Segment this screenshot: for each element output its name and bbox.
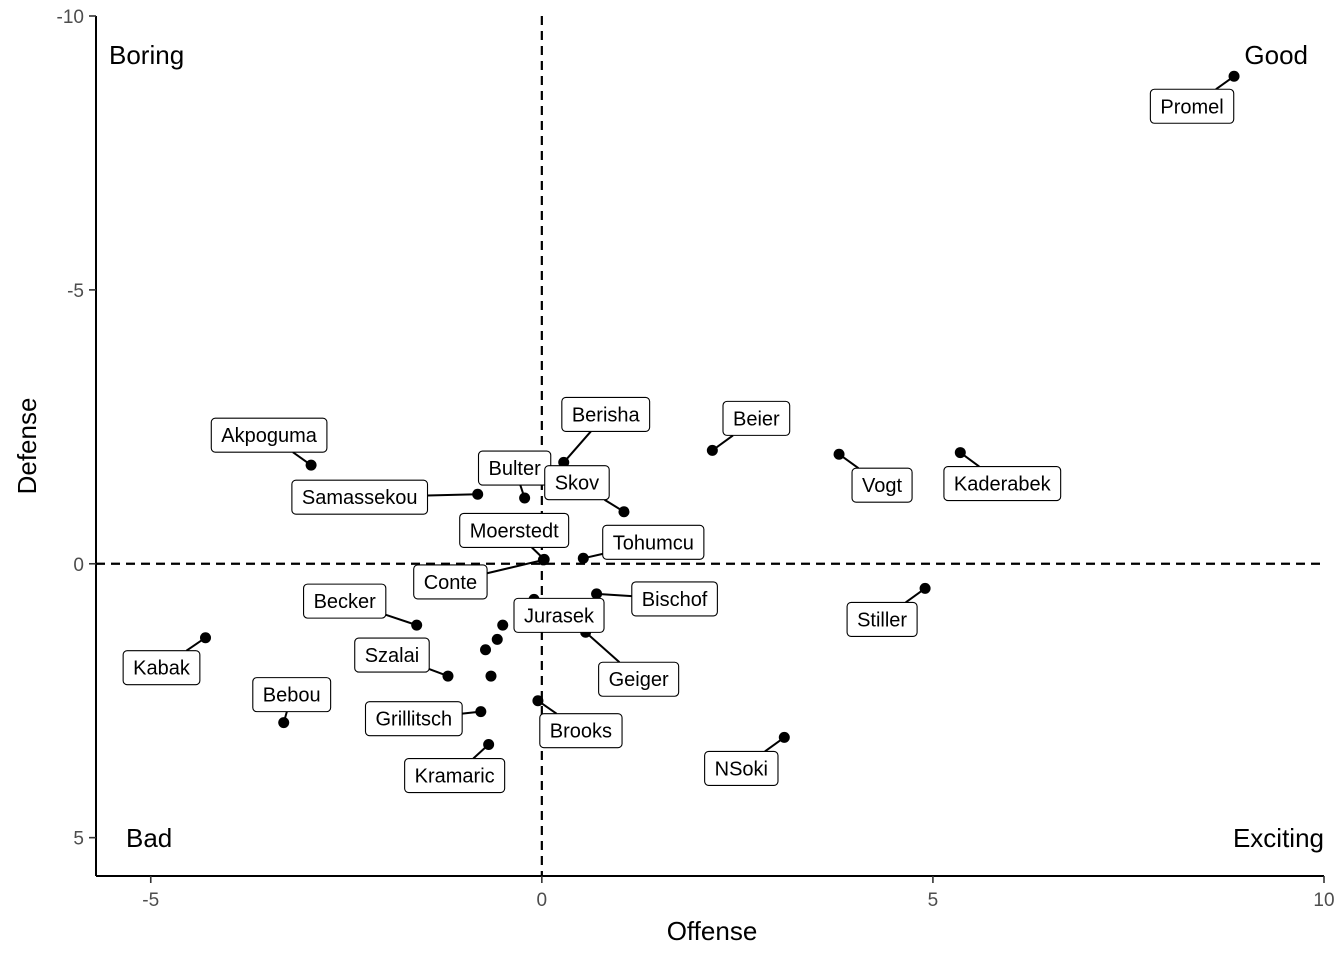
data-point (411, 620, 422, 631)
point-label-text: Akpoguma (221, 425, 317, 447)
scatter-chart: -5 0 5 10 -10 -5 0 5 Promel Akpoguma Samassekou Bu… (0, 0, 1344, 960)
point-label-text: Geiger (609, 669, 669, 691)
point-label: Kaderabek (944, 467, 1061, 501)
point-label-text: Conte (424, 572, 477, 594)
point-label: Bebou (253, 678, 331, 712)
point-label: Stiller (847, 602, 917, 636)
y-tick-label: 5 (73, 829, 84, 850)
data-point (492, 634, 503, 645)
data-point (834, 449, 845, 460)
point-label-text: Brooks (550, 721, 612, 743)
label-connectors-layer (186, 76, 1234, 758)
point-label-text: Moerstedt (470, 520, 559, 542)
data-point (442, 671, 453, 682)
point-label: Bulter (479, 451, 551, 485)
point-label: Akpoguma (211, 418, 327, 452)
point-label: Kabak (123, 651, 200, 685)
label-connector (586, 632, 620, 662)
data-point (306, 460, 317, 471)
point-label: Becker (304, 584, 386, 618)
x-tick-label: 0 (537, 890, 548, 911)
point-label: Brooks (540, 714, 622, 748)
label-connector (428, 494, 478, 495)
y-axis-title: Defense (12, 398, 42, 495)
data-point (618, 506, 629, 517)
y-tick-label: -5 (67, 281, 84, 302)
quadrant-label: Exciting (1233, 823, 1324, 853)
point-label: Geiger (599, 662, 679, 696)
point-label-text: Jurasek (524, 605, 595, 627)
data-point (483, 739, 494, 750)
quadrant-label: Boring (109, 40, 184, 70)
data-point (955, 447, 966, 458)
data-point (591, 588, 602, 599)
point-label: Conte (414, 565, 487, 599)
data-point (920, 583, 931, 594)
point-label-text: Samassekou (302, 487, 418, 509)
data-point (1229, 71, 1240, 82)
label-connector (487, 560, 543, 573)
data-point (532, 695, 543, 706)
data-point (485, 671, 496, 682)
data-point (200, 632, 211, 643)
point-label-text: Berisha (572, 404, 641, 426)
data-point (475, 706, 486, 717)
point-label: Beier (723, 401, 790, 435)
point-label: Samassekou (292, 480, 428, 514)
quadrant-label: Bad (126, 823, 172, 853)
point-label-text: Bischof (642, 589, 708, 611)
point-label: Bischof (632, 582, 718, 616)
point-label: Szalai (355, 638, 429, 672)
data-point (779, 732, 790, 743)
data-point (480, 644, 491, 655)
x-tick-label: 10 (1313, 890, 1334, 911)
x-tick-label: 5 (928, 890, 939, 911)
point-label-text: Vogt (862, 475, 902, 497)
point-label: NSoki (705, 751, 778, 785)
x-tick-label: -5 (142, 890, 159, 911)
data-point (578, 553, 589, 564)
point-label: Moerstedt (460, 513, 569, 547)
point-label-text: Kramaric (415, 766, 495, 788)
point-label: Kramaric (405, 759, 505, 793)
data-point (519, 493, 530, 504)
point-label-text: Tohumcu (613, 532, 694, 554)
data-point (497, 620, 508, 631)
point-label-text: Stiller (857, 609, 907, 631)
y-tick-label: -10 (57, 7, 84, 28)
point-label: Promel (1150, 89, 1233, 123)
data-point (707, 445, 718, 456)
data-point (278, 717, 289, 728)
point-label-text: Kabak (133, 658, 191, 680)
point-label-text: NSoki (715, 758, 768, 780)
y-tick-label: 0 (73, 555, 84, 576)
point-label-text: Grillitsch (375, 709, 452, 731)
point-label-text: Bulter (489, 458, 542, 480)
point-label: Skov (545, 466, 609, 500)
point-label: Vogt (852, 468, 912, 502)
point-label-text: Bebou (263, 685, 321, 707)
point-label: Tohumcu (603, 525, 704, 559)
point-labels-layer: Promel Akpoguma Samassekou Bulter Berisha Bei… (123, 89, 1234, 792)
point-label-text: Kaderabek (954, 474, 1052, 496)
point-label: Berisha (562, 397, 650, 431)
data-point (472, 489, 483, 500)
point-label: Grillitsch (365, 702, 462, 736)
point-label-text: Beier (733, 408, 780, 430)
x-axis-title: Offense (667, 916, 758, 946)
quadrant-label: Good (1244, 40, 1308, 70)
point-label-text: Becker (314, 591, 377, 613)
point-label: Jurasek (514, 598, 604, 632)
axes-layer: -5 0 5 10 -10 -5 0 5 (57, 7, 1335, 911)
data-point (538, 554, 549, 565)
label-connector (564, 431, 591, 462)
point-label-text: Szalai (365, 645, 419, 667)
point-label-text: Promel (1160, 96, 1223, 118)
point-label-text: Skov (555, 473, 599, 495)
